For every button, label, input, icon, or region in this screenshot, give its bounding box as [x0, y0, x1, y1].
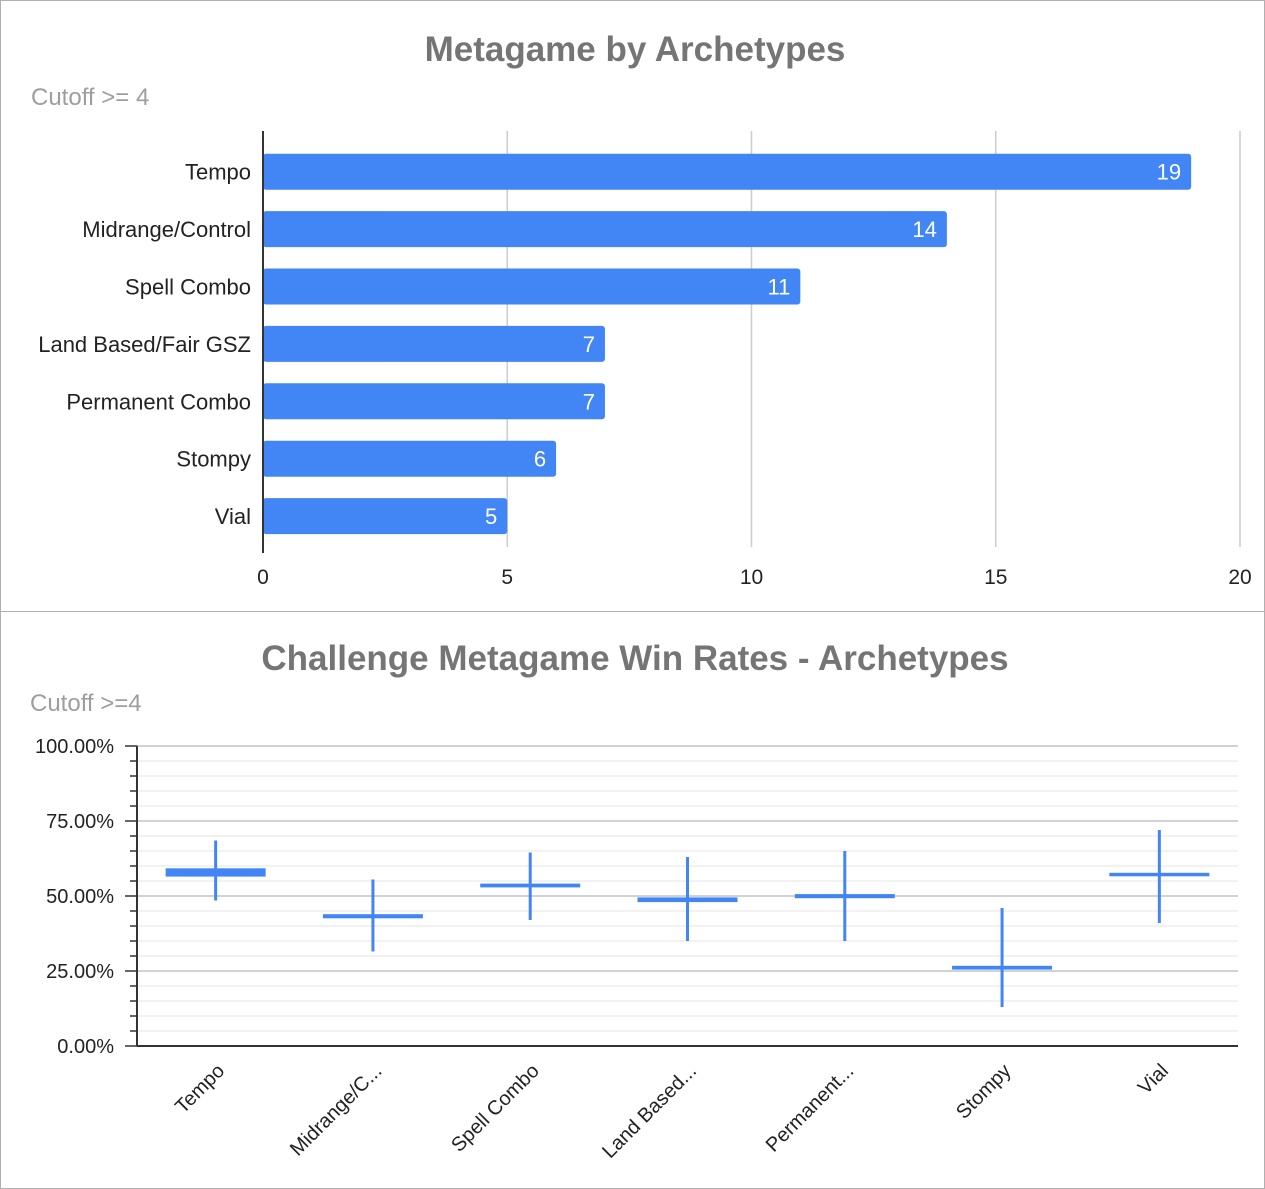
candle-body [165, 868, 266, 877]
candle-body [1109, 872, 1210, 877]
win-rate-candlestick-chart: Challenge Metagame Win Rates - Archetype… [30, 639, 1238, 1163]
candle-body [480, 883, 581, 888]
x-tick-label: 20 [1228, 566, 1251, 589]
bar [263, 211, 947, 248]
candlestick [952, 908, 1053, 1007]
category-label: Tempo [185, 160, 251, 185]
category-label: Permanent Combo [66, 389, 251, 414]
y-tick-label: 100.00% [35, 736, 114, 758]
x-tick-label: 15 [984, 566, 1007, 589]
archetype-bar-chart: Metagame by Archetypes Cutoff >= 4 19 14 1… [31, 30, 1252, 589]
candlestick [480, 852, 581, 920]
bar [263, 498, 508, 535]
candle-body [322, 914, 423, 919]
y-tick-label: 75.00% [46, 811, 114, 833]
y-tick-label: 0.00% [57, 1036, 114, 1058]
candlestick [1109, 830, 1210, 923]
category-label: Midrange/C... [286, 1060, 386, 1160]
x-tick-label: 5 [501, 566, 513, 589]
category-label: Stompy [952, 1060, 1016, 1124]
category-label: Spell Combo [125, 275, 251, 300]
bar [263, 383, 605, 420]
category-label: Stompy [176, 447, 251, 472]
category-label: Midrange/Control [82, 217, 251, 242]
chart-title: Metagame by Archetypes [425, 30, 846, 69]
y-tick-label: 50.00% [46, 886, 114, 908]
candle-body [794, 894, 895, 899]
bar [263, 153, 1192, 190]
bar-value-label: 14 [912, 217, 936, 242]
category-label: Land Based/Fair GSZ [38, 332, 251, 357]
candle-body [637, 897, 738, 903]
category-label: Land Based... [598, 1060, 701, 1163]
bar-value-label: 19 [1157, 160, 1181, 185]
bar-value-label: 11 [768, 275, 791, 300]
candlestick [165, 840, 266, 901]
category-label: Spell Combo [447, 1060, 544, 1157]
category-label: Vial [215, 504, 251, 529]
candlestick [637, 857, 738, 941]
candlestick [794, 851, 895, 941]
bar-value-label: 5 [485, 504, 497, 529]
bar-value-label: 7 [583, 389, 595, 414]
bar [263, 325, 605, 362]
bar [263, 268, 801, 305]
x-tick-label: 10 [740, 566, 763, 589]
bar-value-label: 7 [583, 332, 595, 357]
x-tick-label: 0 [257, 566, 269, 589]
bar [263, 440, 557, 477]
bar-value-label: 6 [534, 447, 546, 472]
y-tick-label: 25.00% [46, 961, 114, 983]
chart-subtitle: Cutoff >= 4 [31, 84, 149, 111]
archetype-metagame-chart-panel: Metagame by Archetypes Cutoff >= 4 19 14 1… [0, 0, 1265, 613]
win-rate-chart-panel: Challenge Metagame Win Rates - Archetype… [0, 611, 1265, 1189]
candle-body [952, 965, 1053, 970]
category-label: Vial [1134, 1060, 1173, 1099]
category-label: Tempo [171, 1060, 229, 1118]
candlestick [322, 879, 423, 952]
chart-subtitle: Cutoff >=4 [30, 690, 142, 717]
chart-title: Challenge Metagame Win Rates - Archetype… [261, 639, 1008, 678]
category-label: Permanent... [762, 1060, 859, 1157]
